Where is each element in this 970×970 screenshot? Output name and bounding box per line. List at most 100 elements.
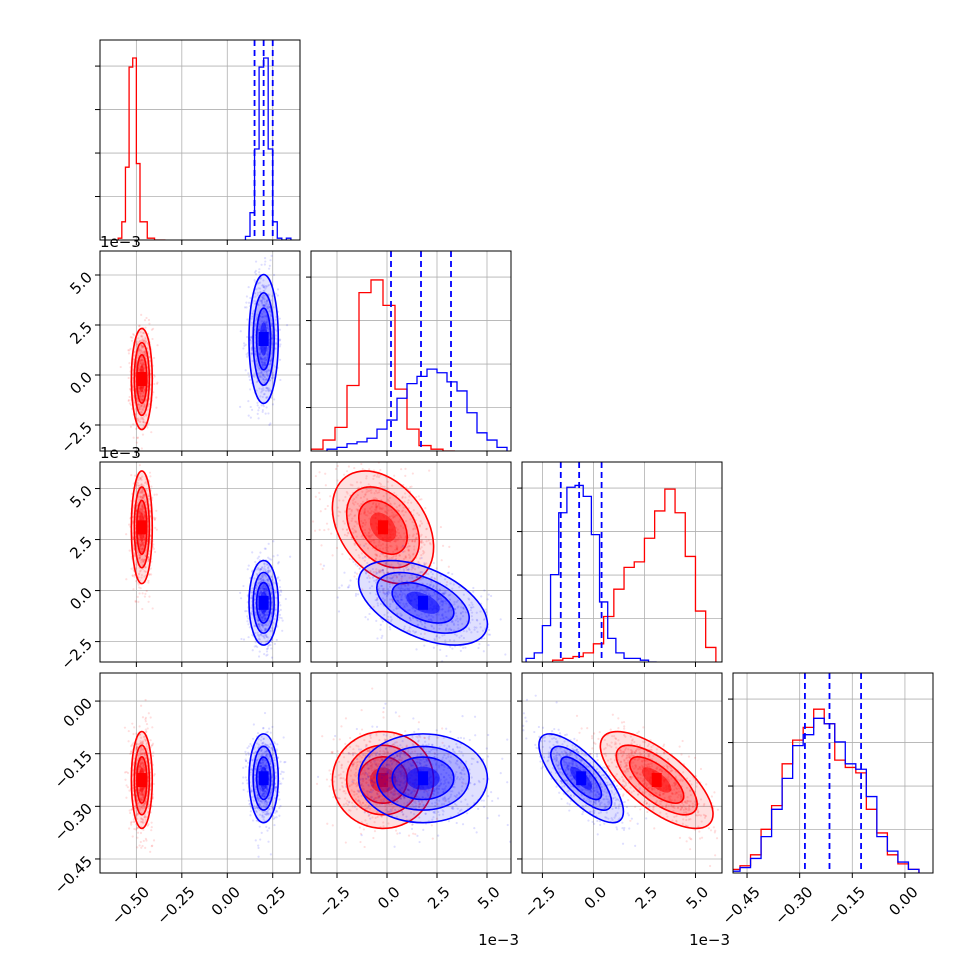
scatter-point (144, 340, 148, 343)
scatter-point (375, 553, 378, 557)
scatter-point (266, 323, 269, 326)
scatter-point (150, 573, 153, 576)
scatter-point (263, 562, 266, 565)
scatter-point (143, 735, 146, 738)
scatter-point (260, 358, 263, 361)
scatter-point (420, 612, 423, 616)
scatter-point (393, 539, 396, 543)
contour-series-1 (357, 559, 489, 646)
scatter-point (141, 548, 144, 551)
scatter-point (258, 622, 261, 625)
scatter-point (468, 598, 471, 601)
scatter-point (138, 545, 142, 548)
scatter-point (131, 574, 134, 577)
scatter-point (141, 504, 144, 507)
scatter-point (280, 617, 283, 620)
scatter-point (249, 296, 252, 300)
scatter-point (138, 556, 141, 559)
scatter-point (262, 578, 265, 582)
scatter-point (350, 519, 353, 522)
scatter-point (265, 563, 268, 566)
scatter-point (380, 636, 383, 639)
scatter-point (144, 354, 147, 357)
scatter-point (398, 563, 401, 566)
scatter-point (267, 369, 270, 372)
scatter-point (143, 350, 146, 353)
scatter-point (364, 521, 368, 524)
scatter-point (392, 567, 395, 570)
scatter-point (140, 344, 143, 347)
scatter-point (406, 604, 409, 607)
scatter-point (455, 600, 458, 604)
scatter-point (444, 610, 447, 614)
scatter-point (247, 301, 251, 304)
scatter-point (133, 399, 136, 402)
scatter-point (263, 590, 267, 593)
scatter-point (144, 720, 147, 723)
scatter-point (400, 510, 404, 513)
scatter-point (137, 341, 141, 344)
scatter-point (137, 600, 140, 603)
scatter-point (367, 574, 370, 577)
scatter-point (390, 557, 393, 560)
scatter-point (267, 303, 270, 306)
scatter-point (381, 587, 384, 590)
scatter-point (432, 616, 435, 619)
scatter-point (141, 497, 144, 500)
scatter-point (137, 770, 141, 774)
scatter-point (270, 656, 274, 659)
scatter-point (382, 587, 386, 590)
scatter-point (264, 304, 267, 307)
scatter-point (437, 597, 440, 601)
scatter-point (255, 381, 258, 384)
scatter-point (142, 484, 145, 487)
scatter-point (418, 620, 422, 623)
scatter-point (141, 806, 144, 809)
scatter-point (376, 473, 379, 476)
scatter-point (143, 802, 147, 806)
scatter-point (265, 378, 268, 381)
scatter-point (264, 363, 267, 366)
scatter-point (143, 495, 146, 498)
scatter-point (140, 358, 144, 362)
scatter-point (143, 816, 146, 819)
scatter-point (251, 649, 254, 652)
scatter-point (406, 587, 409, 590)
scatter-point (147, 556, 150, 559)
scatter-point (267, 347, 270, 350)
scatter-point (448, 598, 452, 601)
scatter-point (140, 576, 143, 579)
scatter-point (398, 554, 401, 557)
scatter-point (401, 592, 404, 595)
scatter-point (253, 299, 256, 302)
scatter-point (266, 284, 269, 287)
scatter-point (250, 347, 253, 350)
scatter-point (263, 370, 266, 373)
scatter-point (260, 628, 263, 632)
scatter-point (258, 612, 261, 615)
scatter-point (140, 362, 143, 365)
scatter-point (142, 493, 145, 496)
scatter-point (403, 550, 406, 553)
scatter-point (382, 553, 385, 556)
scatter-point (263, 580, 267, 583)
scatter-point (411, 472, 414, 475)
scatter-point (387, 588, 390, 591)
scatter-point (140, 561, 143, 564)
scatter-point (393, 502, 396, 505)
scatter-point (125, 770, 128, 774)
scatter-point (415, 648, 418, 651)
scatter-point (153, 382, 156, 386)
scatter-point (413, 568, 417, 571)
scatter-point (427, 573, 430, 576)
scatter-point (395, 592, 398, 595)
scatter-point (388, 557, 391, 560)
scatter-point (400, 586, 403, 590)
scatter-point (454, 619, 457, 622)
scatter-point (376, 554, 379, 558)
scatter-point (255, 288, 258, 291)
scatter-point (251, 315, 254, 318)
scatter-point (265, 386, 268, 390)
scatter-point (259, 578, 263, 581)
scatter-point (141, 417, 144, 420)
